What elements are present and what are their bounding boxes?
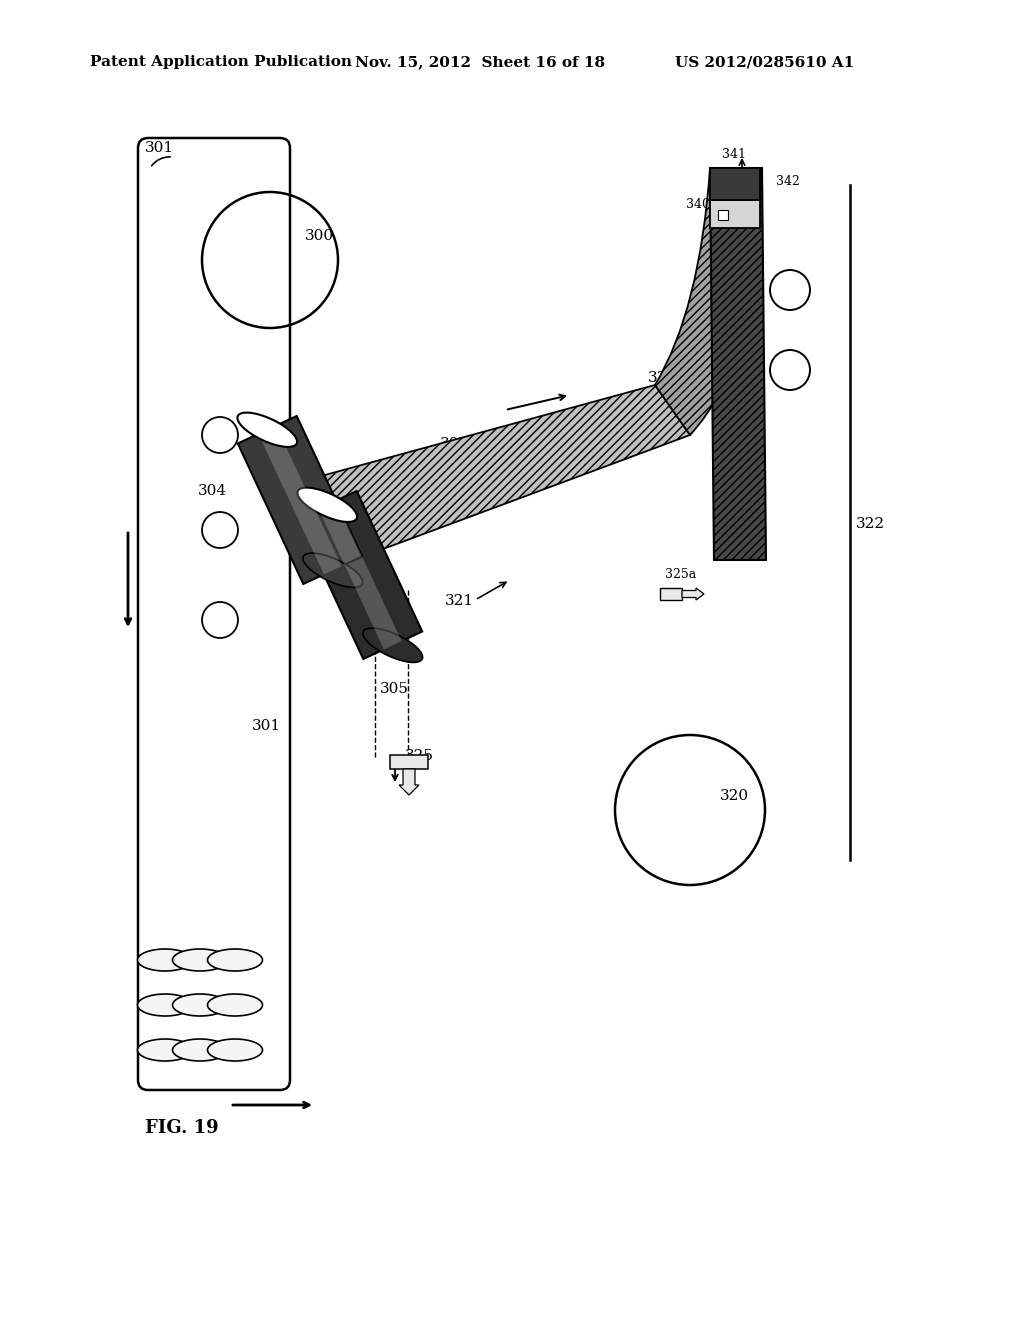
Text: 341: 341 xyxy=(722,148,746,161)
Text: Patent Application Publication: Patent Application Publication xyxy=(90,55,352,69)
Ellipse shape xyxy=(297,487,357,521)
Text: 321: 321 xyxy=(445,594,474,609)
Polygon shape xyxy=(270,385,690,565)
Ellipse shape xyxy=(172,1039,227,1061)
Ellipse shape xyxy=(238,413,297,447)
Polygon shape xyxy=(318,500,401,649)
Text: 342: 342 xyxy=(776,176,800,187)
Polygon shape xyxy=(298,491,422,659)
Bar xyxy=(710,201,760,228)
FancyArrow shape xyxy=(682,587,705,601)
Text: 340: 340 xyxy=(686,198,710,211)
Ellipse shape xyxy=(172,994,227,1016)
Text: 305: 305 xyxy=(380,682,409,696)
Ellipse shape xyxy=(362,628,423,663)
Text: 303: 303 xyxy=(252,447,281,461)
Text: 330: 330 xyxy=(648,371,677,385)
Text: 307: 307 xyxy=(440,437,469,451)
Text: FIG. 19: FIG. 19 xyxy=(145,1119,219,1137)
Text: 300: 300 xyxy=(305,228,334,243)
Text: 325a: 325a xyxy=(665,568,696,581)
Text: 301: 301 xyxy=(145,141,174,154)
Bar xyxy=(710,168,760,201)
FancyArrow shape xyxy=(399,770,419,795)
Bar xyxy=(718,210,728,220)
Text: US 2012/0285610 A1: US 2012/0285610 A1 xyxy=(675,55,854,69)
Ellipse shape xyxy=(208,1039,262,1061)
Ellipse shape xyxy=(208,949,262,972)
Ellipse shape xyxy=(303,553,362,587)
Ellipse shape xyxy=(137,949,193,972)
Ellipse shape xyxy=(137,994,193,1016)
Text: Nov. 15, 2012  Sheet 16 of 18: Nov. 15, 2012 Sheet 16 of 18 xyxy=(355,55,605,69)
Text: 320: 320 xyxy=(720,789,750,803)
Ellipse shape xyxy=(208,994,262,1016)
Ellipse shape xyxy=(137,1039,193,1061)
Text: 322: 322 xyxy=(856,517,885,531)
Bar xyxy=(660,587,682,601)
Text: 325: 325 xyxy=(406,748,434,763)
Polygon shape xyxy=(258,425,342,574)
Bar xyxy=(390,755,428,770)
Polygon shape xyxy=(710,168,766,560)
Text: 304: 304 xyxy=(198,484,227,498)
PathPatch shape xyxy=(655,168,762,436)
Polygon shape xyxy=(238,416,362,583)
Ellipse shape xyxy=(172,949,227,972)
Text: 301: 301 xyxy=(252,719,282,733)
